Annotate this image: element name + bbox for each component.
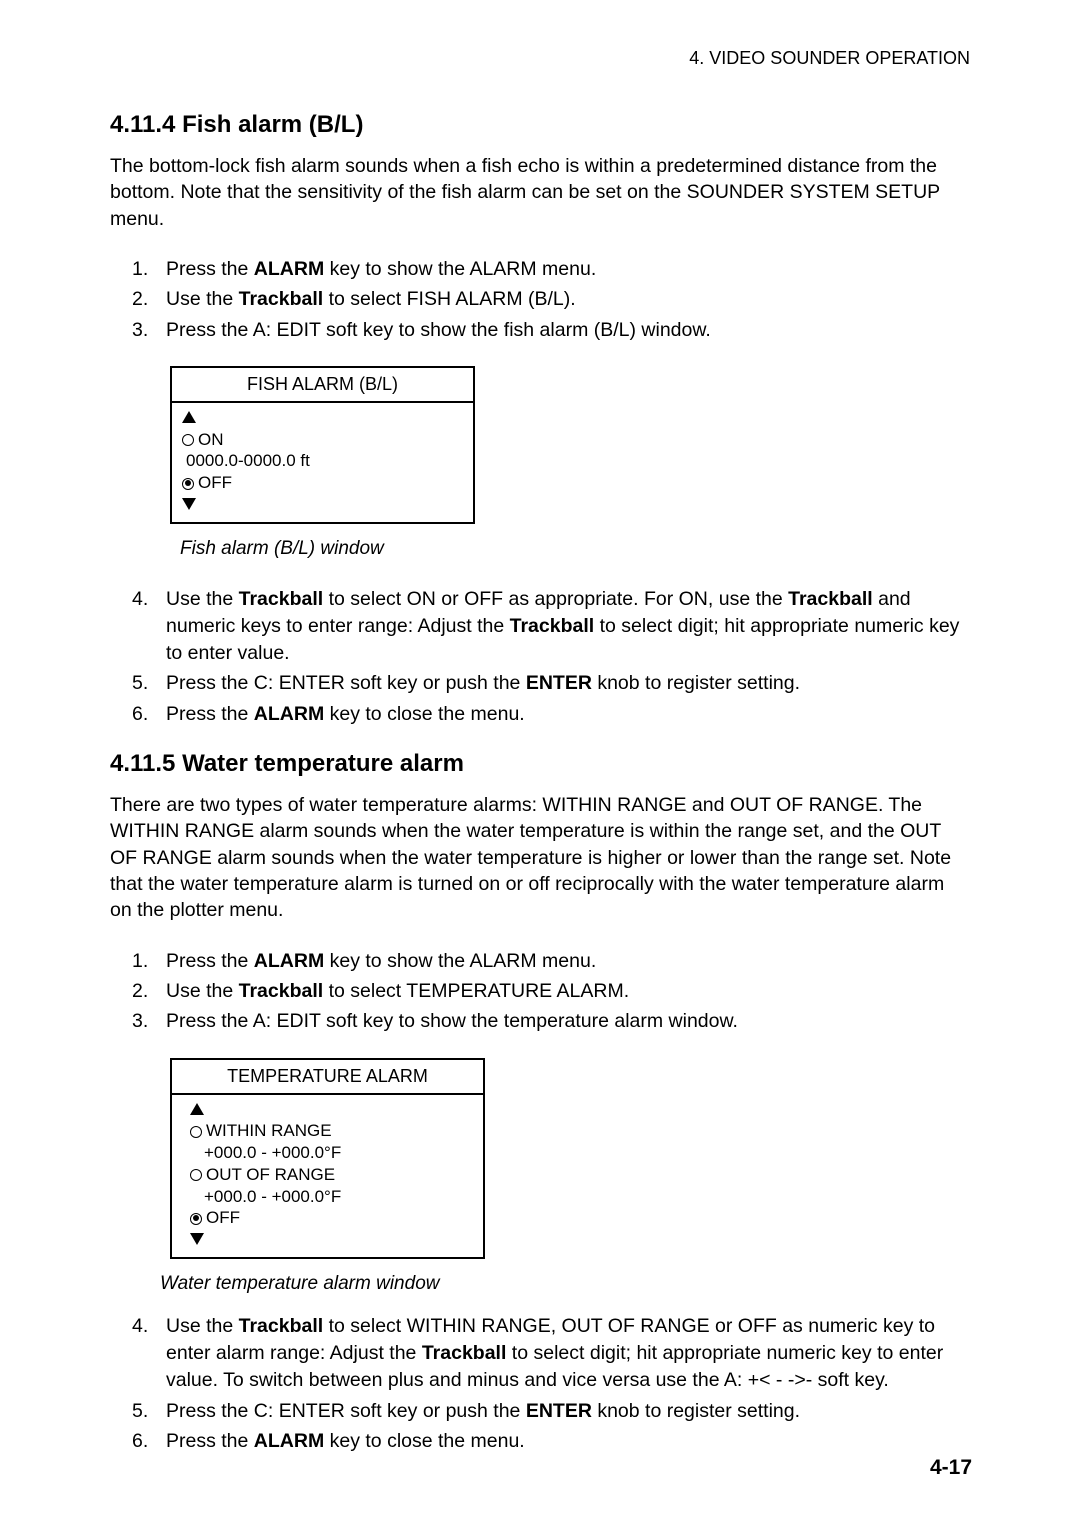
figure-caption: Water temperature alarm window (160, 1273, 970, 1295)
step-number: 1. (132, 948, 166, 975)
list-item: 2.Use the Trackball to select FISH ALARM… (132, 286, 970, 313)
step-text: Use the Trackball to select TEMPERATURE … (166, 978, 970, 1005)
fish-alarm-window: FISH ALARM (B/L) ON 0000.0-0000.0 ft OFF (170, 366, 475, 524)
step-text: Use the Trackball to select ON or OFF as… (166, 586, 970, 668)
scroll-up-icon (182, 411, 196, 423)
option-off: OFF (206, 1208, 240, 1227)
step-number: 4. (132, 586, 166, 668)
step-text: Press the A: EDIT soft key to show the f… (166, 317, 970, 344)
step-number: 4. (132, 1313, 166, 1395)
radio-unselected-icon (182, 434, 194, 446)
list-item: 1.Press the ALARM key to show the ALARM … (132, 948, 970, 975)
scroll-up-icon (190, 1103, 204, 1115)
radio-selected-icon (190, 1213, 202, 1225)
range-value: 0000.0-0000.0 ft (186, 451, 310, 470)
steps-list: 1.Press the ALARM key to show the ALARM … (132, 256, 970, 344)
steps-list: 1.Press the ALARM key to show the ALARM … (132, 948, 970, 1036)
step-text: Press the C: ENTER soft key or push the … (166, 670, 970, 697)
step-number: 3. (132, 1008, 166, 1035)
option-within-range: WITHIN RANGE (206, 1121, 332, 1140)
list-item: 2.Use the Trackball to select TEMPERATUR… (132, 978, 970, 1005)
window-title: TEMPERATURE ALARM (172, 1060, 483, 1095)
page-number: 4-17 (930, 1456, 972, 1480)
figure-caption: Fish alarm (B/L) window (180, 538, 970, 560)
list-item: 5.Press the C: ENTER soft key or push th… (132, 1398, 970, 1425)
radio-unselected-icon (190, 1169, 202, 1181)
intro-paragraph: There are two types of water temperature… (110, 792, 970, 924)
list-item: 3.Press the A: EDIT soft key to show the… (132, 317, 970, 344)
window-body: ON 0000.0-0000.0 ft OFF (172, 403, 473, 522)
radio-unselected-icon (190, 1126, 202, 1138)
list-item: 4.Use the Trackball to select WITHIN RAN… (132, 1313, 970, 1395)
step-text: Press the A: EDIT soft key to show the t… (166, 1008, 970, 1035)
step-text: Press the ALARM key to show the ALARM me… (166, 256, 970, 283)
step-number: 2. (132, 978, 166, 1005)
window-body: WITHIN RANGE +000.0 - +000.0°F OUT OF RA… (172, 1095, 483, 1257)
step-text: Press the ALARM key to show the ALARM me… (166, 948, 970, 975)
list-item: 4.Use the Trackball to select ON or OFF … (132, 586, 970, 668)
step-text: Press the ALARM key to close the menu. (166, 701, 970, 728)
window-title: FISH ALARM (B/L) (172, 368, 473, 403)
step-number: 1. (132, 256, 166, 283)
step-text: Use the Trackball to select WITHIN RANGE… (166, 1313, 970, 1395)
step-number: 2. (132, 286, 166, 313)
range-value: +000.0 - +000.0°F (204, 1143, 341, 1162)
scroll-down-icon (182, 498, 196, 510)
step-text: Use the Trackball to select FISH ALARM (… (166, 286, 970, 313)
step-number: 5. (132, 1398, 166, 1425)
radio-selected-icon (182, 478, 194, 490)
list-item: 6.Press the ALARM key to close the menu. (132, 1428, 970, 1455)
list-item: 5.Press the C: ENTER soft key or push th… (132, 670, 970, 697)
step-number: 3. (132, 317, 166, 344)
section-title: 4.11.4 Fish alarm (B/L) (110, 111, 970, 139)
steps-list: 4.Use the Trackball to select ON or OFF … (132, 586, 970, 728)
step-number: 6. (132, 701, 166, 728)
list-item: 1.Press the ALARM key to show the ALARM … (132, 256, 970, 283)
step-text: Press the C: ENTER soft key or push the … (166, 1398, 970, 1425)
option-off: OFF (198, 473, 232, 492)
option-on: ON (198, 430, 224, 449)
list-item: 3.Press the A: EDIT soft key to show the… (132, 1008, 970, 1035)
list-item: 6.Press the ALARM key to close the menu. (132, 701, 970, 728)
step-number: 6. (132, 1428, 166, 1455)
chapter-header: 4. VIDEO SOUNDER OPERATION (110, 48, 970, 69)
intro-paragraph: The bottom-lock fish alarm sounds when a… (110, 153, 970, 232)
temperature-alarm-window: TEMPERATURE ALARM WITHIN RANGE +000.0 - … (170, 1058, 485, 1259)
step-text: Press the ALARM key to close the menu. (166, 1428, 970, 1455)
option-out-of-range: OUT OF RANGE (206, 1165, 335, 1184)
range-value: +000.0 - +000.0°F (204, 1187, 341, 1206)
section-title: 4.11.5 Water temperature alarm (110, 750, 970, 778)
step-number: 5. (132, 670, 166, 697)
scroll-down-icon (190, 1233, 204, 1245)
steps-list: 4.Use the Trackball to select WITHIN RAN… (132, 1313, 970, 1455)
